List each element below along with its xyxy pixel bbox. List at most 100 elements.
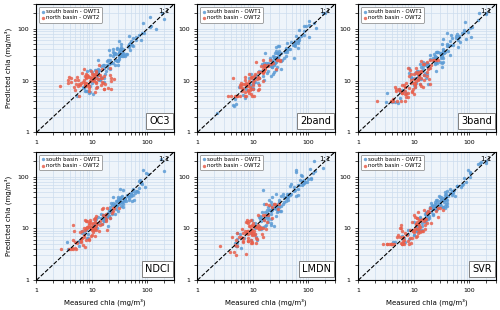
south basin - OWT1 [275, 204, 283, 209]
north basin - OWT2 [106, 86, 114, 91]
north basin - OWT2 [243, 228, 251, 233]
south basin - OWT1 [431, 206, 439, 211]
north basin - OWT2 [98, 66, 106, 71]
south basin - OWT1 [129, 186, 137, 191]
north basin - OWT2 [84, 225, 92, 230]
north basin - OWT2 [427, 221, 435, 226]
north basin - OWT2 [254, 74, 262, 79]
south basin - OWT1 [468, 25, 476, 30]
north basin - OWT2 [64, 77, 72, 82]
south basin - OWT1 [270, 206, 278, 210]
south basin - OWT1 [456, 35, 464, 40]
south basin - OWT1 [257, 215, 265, 220]
south basin - OWT1 [273, 64, 281, 69]
south basin - OWT1 [286, 192, 294, 197]
south basin - OWT1 [440, 198, 448, 203]
north basin - OWT2 [424, 209, 432, 214]
north basin - OWT2 [438, 208, 446, 213]
north basin - OWT2 [410, 213, 418, 218]
south basin - OWT1 [392, 100, 400, 104]
south basin - OWT1 [430, 207, 438, 212]
south basin - OWT1 [106, 52, 114, 57]
south basin - OWT1 [267, 220, 275, 225]
south basin - OWT1 [422, 210, 430, 215]
south basin - OWT1 [75, 240, 83, 245]
south basin - OWT1 [267, 63, 275, 68]
south basin - OWT1 [440, 50, 448, 55]
north basin - OWT2 [434, 58, 442, 63]
north basin - OWT2 [99, 212, 107, 217]
north basin - OWT2 [244, 84, 252, 89]
south basin - OWT1 [402, 91, 410, 95]
south basin - OWT1 [435, 204, 443, 209]
south basin - OWT1 [132, 38, 140, 42]
south basin - OWT1 [444, 48, 452, 53]
north basin - OWT2 [85, 220, 93, 225]
south basin - OWT1 [436, 60, 444, 65]
north basin - OWT2 [242, 78, 250, 83]
north basin - OWT2 [234, 94, 241, 99]
north basin - OWT2 [388, 241, 396, 246]
south basin - OWT1 [482, 12, 490, 17]
south basin - OWT1 [84, 232, 92, 237]
north basin - OWT2 [238, 86, 246, 91]
south basin - OWT1 [108, 212, 116, 217]
south basin - OWT1 [400, 88, 408, 93]
south basin - OWT1 [428, 203, 436, 208]
north basin - OWT2 [106, 216, 114, 221]
south basin - OWT1 [86, 90, 94, 95]
south basin - OWT1 [446, 43, 454, 48]
south basin - OWT1 [247, 82, 255, 87]
south basin - OWT1 [270, 69, 278, 74]
south basin - OWT1 [252, 226, 260, 231]
south basin - OWT1 [142, 184, 150, 189]
south basin - OWT1 [428, 207, 436, 212]
north basin - OWT2 [240, 236, 248, 241]
north basin - OWT2 [89, 77, 97, 82]
north basin - OWT2 [236, 85, 244, 90]
south basin - OWT1 [298, 174, 306, 179]
south basin - OWT1 [422, 218, 430, 223]
north basin - OWT2 [80, 228, 88, 232]
south basin - OWT1 [94, 77, 102, 82]
north basin - OWT2 [70, 228, 78, 233]
south basin - OWT1 [442, 202, 450, 207]
south basin - OWT1 [407, 74, 415, 79]
south basin - OWT1 [87, 225, 95, 230]
north basin - OWT2 [266, 202, 274, 207]
north basin - OWT2 [412, 66, 420, 71]
north basin - OWT2 [92, 221, 100, 226]
south basin - OWT1 [422, 76, 430, 81]
south basin - OWT1 [382, 100, 390, 104]
south basin - OWT1 [138, 20, 146, 25]
Legend: south basin - OWT1, north basin - OWT2: south basin - OWT1, north basin - OWT2 [361, 155, 424, 170]
north basin - OWT2 [254, 223, 262, 228]
south basin - OWT1 [114, 209, 122, 214]
south basin - OWT1 [442, 206, 450, 211]
north basin - OWT2 [398, 234, 406, 239]
south basin - OWT1 [434, 202, 442, 207]
north basin - OWT2 [383, 241, 391, 246]
south basin - OWT1 [428, 206, 436, 211]
south basin - OWT1 [122, 195, 130, 200]
south basin - OWT1 [300, 33, 308, 38]
south basin - OWT1 [302, 179, 310, 184]
north basin - OWT2 [229, 76, 237, 81]
south basin - OWT1 [114, 63, 122, 68]
south basin - OWT1 [423, 60, 431, 65]
north basin - OWT2 [80, 80, 88, 85]
north basin - OWT2 [389, 99, 397, 104]
south basin - OWT1 [78, 229, 86, 234]
north basin - OWT2 [434, 205, 442, 210]
north basin - OWT2 [70, 85, 78, 90]
south basin - OWT1 [274, 200, 282, 205]
north basin - OWT2 [424, 60, 432, 65]
north basin - OWT2 [226, 94, 234, 99]
south basin - OWT1 [126, 41, 134, 46]
south basin - OWT1 [118, 54, 126, 59]
south basin - OWT1 [296, 178, 304, 183]
Legend: south basin - OWT1, north basin - OWT2: south basin - OWT1, north basin - OWT2 [200, 155, 263, 170]
south basin - OWT1 [309, 171, 317, 176]
north basin - OWT2 [82, 72, 90, 77]
south basin - OWT1 [423, 212, 431, 217]
